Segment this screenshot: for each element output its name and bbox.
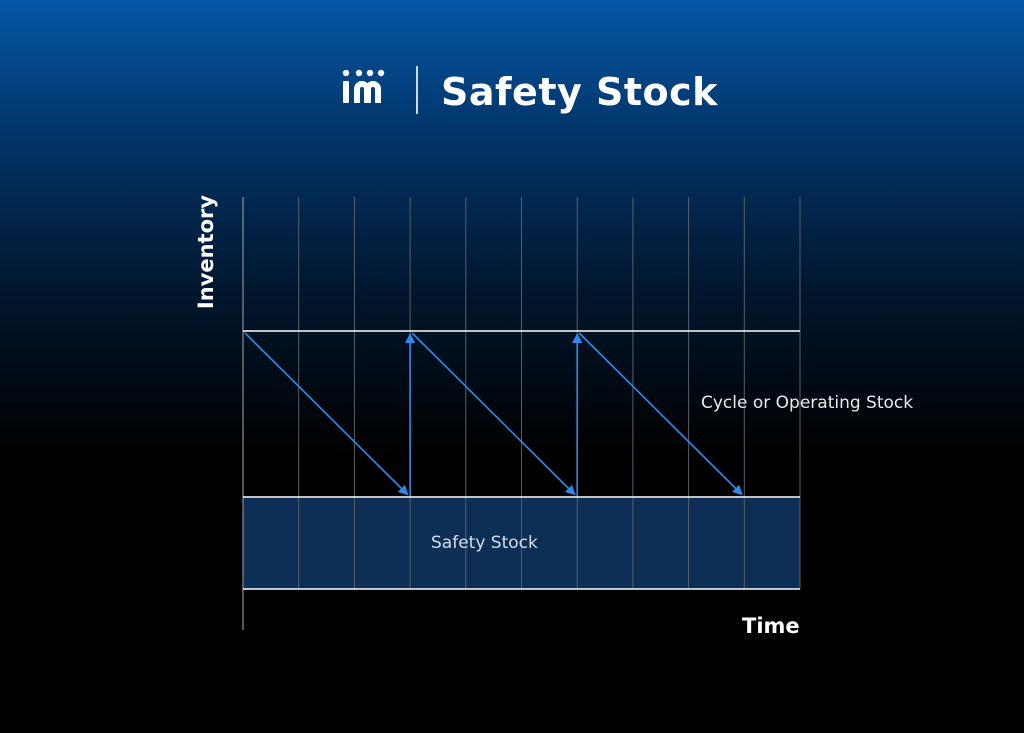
page-title: Safety Stock [441, 70, 718, 114]
x-axis-label: Time [742, 614, 800, 638]
brand-logo: im [342, 69, 385, 103]
inventory-sawtooth [244, 332, 743, 496]
safety-stock-label: Safety Stock [431, 533, 538, 553]
consumption-arrow [578, 332, 743, 496]
header: im Safety Stock [0, 62, 1024, 122]
y-axis-label: Inventory [194, 194, 218, 310]
consumption-arrow [244, 332, 409, 496]
header-divider [416, 66, 418, 114]
cycle-stock-label: Cycle or Operating Stock [701, 393, 914, 413]
consumption-arrow [411, 332, 576, 496]
